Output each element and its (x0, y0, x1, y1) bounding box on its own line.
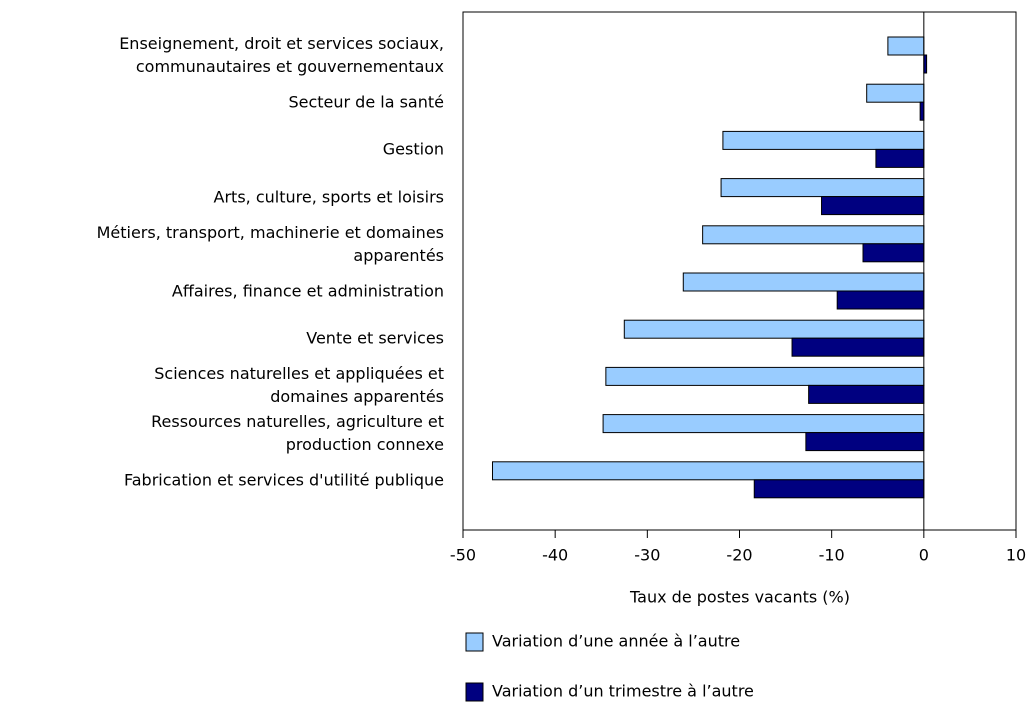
bar (702, 225, 925, 245)
category-label: Secteur de la santé (288, 92, 444, 112)
category-label: Fabrication et services d'utilité publiq… (124, 470, 444, 490)
category-label: Métiers, transport, machinerie et domain… (96, 222, 444, 265)
bar (919, 101, 925, 121)
category-label: Enseignement, droit et services sociaux,… (119, 34, 444, 76)
bar (805, 432, 925, 452)
bar (821, 196, 925, 216)
plot-frame (462, 11, 1017, 531)
bar (791, 337, 925, 357)
bar (866, 83, 925, 103)
bar (753, 479, 925, 499)
legend-swatch (465, 682, 484, 702)
x-tick-label: -20 (726, 546, 752, 565)
bar (720, 178, 925, 198)
category-label: Gestion (382, 139, 444, 159)
x-tick-label: -30 (634, 546, 660, 565)
x-tick-label: -10 (819, 546, 845, 565)
x-tick-label: 10 (1006, 546, 1026, 565)
bar (836, 290, 925, 310)
bar (623, 319, 925, 339)
bar (682, 272, 925, 292)
category-label: Affaires, finance et administration (171, 281, 444, 301)
x-tick-label: 0 (919, 546, 929, 565)
legend-swatch (465, 632, 484, 652)
category-label: Ressources naturelles, agriculture et pr… (151, 411, 444, 454)
bar (862, 243, 925, 263)
bar (808, 384, 925, 404)
category-label: Vente et services (306, 328, 444, 348)
bar (602, 414, 925, 434)
bar (605, 366, 925, 386)
bar (491, 461, 925, 481)
legend-label: Variation d’un trimestre à l’autre (492, 682, 754, 701)
legend-label: Variation d’une année à l’autre (492, 632, 740, 651)
bar (887, 36, 925, 56)
x-tick-label: -40 (542, 546, 568, 565)
x-tick-label: -50 (450, 546, 476, 565)
category-label: Sciences naturelles et appliquées et dom… (154, 364, 444, 407)
x-axis-title: Taux de postes vacants (%) (629, 588, 850, 607)
category-label: Arts, culture, sports et loisirs (213, 187, 444, 207)
bar (722, 130, 925, 150)
bar (875, 148, 925, 168)
